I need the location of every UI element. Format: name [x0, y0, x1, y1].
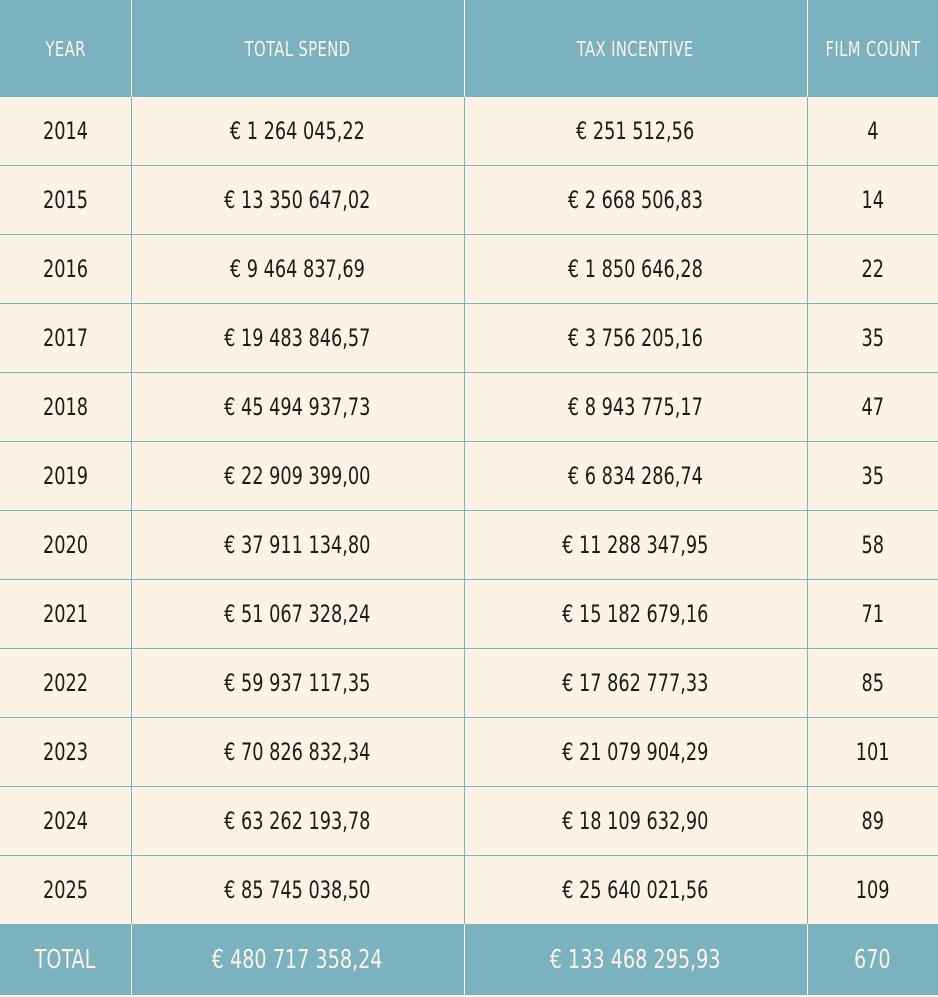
header-film-count: FILM COUNT [806, 0, 938, 97]
cell-total-spend: € 22 909 399,00 [130, 441, 464, 511]
cell-film-count: 47 [806, 372, 938, 442]
cell-tax-incentive: € 2 668 506,83 [463, 165, 807, 235]
cell-total-spend: € 37 911 134,80 [130, 510, 464, 580]
cell-tax-incentive: € 21 079 904,29 [463, 717, 807, 787]
table-header: YEAR TOTAL SPEND TAX INCENTIVE FILM COUN… [0, 0, 938, 97]
cell-year: 2025 [0, 855, 131, 924]
cell-film-count: 85 [806, 648, 938, 718]
table-row: 2018 € 45 494 937,73 € 8 943 775,17 47 [0, 372, 938, 442]
table-row: 2023 € 70 826 832,34 € 21 079 904,29 101 [0, 717, 938, 787]
cell-tax-incentive: € 15 182 679,16 [463, 579, 807, 649]
cell-film-count: 58 [806, 510, 938, 580]
total-label: TOTAL [0, 924, 131, 995]
table-row: 2014 € 1 264 045,22 € 251 512,56 4 [0, 97, 938, 166]
cell-tax-incentive: € 251 512,56 [463, 97, 807, 166]
cell-total-spend: € 51 067 328,24 [130, 579, 464, 649]
cell-total-spend: € 70 826 832,34 [130, 717, 464, 787]
cell-total-spend: € 1 264 045,22 [130, 97, 464, 166]
cell-tax-incentive: € 18 109 632,90 [463, 786, 807, 856]
cell-year: 2021 [0, 579, 131, 649]
cell-tax-incentive: € 1 850 646,28 [463, 234, 807, 304]
cell-film-count: 14 [806, 165, 938, 235]
table-footer: TOTAL € 480 717 358,24 € 133 468 295,93 … [0, 924, 938, 995]
total-spend-sum: € 480 717 358,24 [130, 924, 464, 995]
total-film-count-sum: 670 [806, 924, 938, 995]
cell-year: 2024 [0, 786, 131, 856]
cell-year: 2015 [0, 165, 131, 235]
table-row: 2021 € 51 067 328,24 € 15 182 679,16 71 [0, 579, 938, 649]
cell-total-spend: € 19 483 846,57 [130, 303, 464, 373]
header-tax-incentive: TAX INCENTIVE [463, 0, 807, 97]
cell-year: 2022 [0, 648, 131, 718]
table-row: 2025 € 85 745 038,50 € 25 640 021,56 109 [0, 855, 938, 924]
table-row: 2015 € 13 350 647,02 € 2 668 506,83 14 [0, 165, 938, 235]
table-row: 2017 € 19 483 846,57 € 3 756 205,16 35 [0, 303, 938, 373]
header-year: YEAR [0, 0, 131, 97]
cell-film-count: 35 [806, 441, 938, 511]
table-row: 2019 € 22 909 399,00 € 6 834 286,74 35 [0, 441, 938, 511]
cell-year: 2020 [0, 510, 131, 580]
header-total-spend: TOTAL SPEND [130, 0, 464, 97]
cell-film-count: 22 [806, 234, 938, 304]
cell-year: 2018 [0, 372, 131, 442]
header-row: YEAR TOTAL SPEND TAX INCENTIVE FILM COUN… [0, 0, 938, 97]
cell-total-spend: € 9 464 837,69 [130, 234, 464, 304]
cell-total-spend: € 45 494 937,73 [130, 372, 464, 442]
cell-year: 2014 [0, 97, 131, 166]
cell-film-count: 71 [806, 579, 938, 649]
cell-film-count: 101 [806, 717, 938, 787]
cell-tax-incentive: € 25 640 021,56 [463, 855, 807, 924]
total-row: TOTAL € 480 717 358,24 € 133 468 295,93 … [0, 924, 938, 995]
table-row: 2020 € 37 911 134,80 € 11 288 347,95 58 [0, 510, 938, 580]
cell-tax-incentive: € 17 862 777,33 [463, 648, 807, 718]
cell-film-count: 89 [806, 786, 938, 856]
cell-total-spend: € 63 262 193,78 [130, 786, 464, 856]
cell-year: 2017 [0, 303, 131, 373]
cell-film-count: 109 [806, 855, 938, 924]
table-row: 2024 € 63 262 193,78 € 18 109 632,90 89 [0, 786, 938, 856]
cell-tax-incentive: € 6 834 286,74 [463, 441, 807, 511]
total-tax-incentive-sum: € 133 468 295,93 [463, 924, 807, 995]
cell-year: 2019 [0, 441, 131, 511]
cell-total-spend: € 13 350 647,02 [130, 165, 464, 235]
cell-total-spend: € 59 937 117,35 [130, 648, 464, 718]
cell-tax-incentive: € 11 288 347,95 [463, 510, 807, 580]
cell-year: 2023 [0, 717, 131, 787]
cell-tax-incentive: € 8 943 775,17 [463, 372, 807, 442]
cell-year: 2016 [0, 234, 131, 304]
cell-total-spend: € 85 745 038,50 [130, 855, 464, 924]
table-row: 2022 € 59 937 117,35 € 17 862 777,33 85 [0, 648, 938, 718]
cell-tax-incentive: € 3 756 205,16 [463, 303, 807, 373]
table-row: 2016 € 9 464 837,69 € 1 850 646,28 22 [0, 234, 938, 304]
cell-film-count: 35 [806, 303, 938, 373]
cell-film-count: 4 [806, 97, 938, 166]
table-body: 2014 € 1 264 045,22 € 251 512,56 4 2015 € 13 … [0, 97, 938, 924]
